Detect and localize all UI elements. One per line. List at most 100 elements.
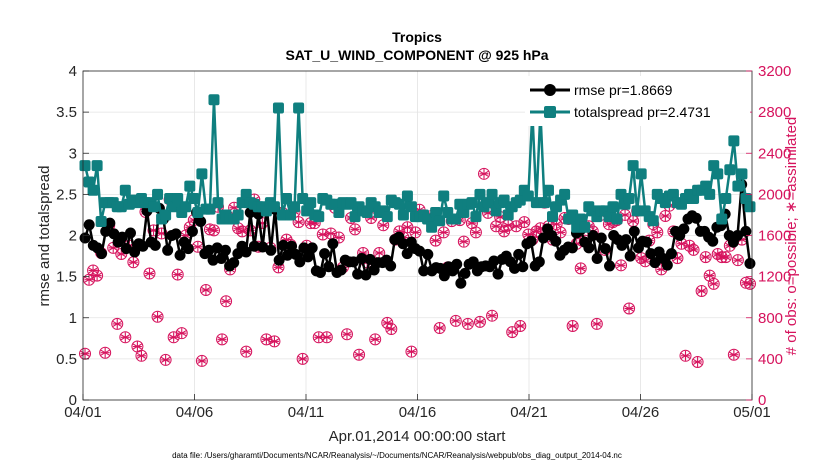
rmse-marker [149, 239, 161, 251]
obs-assimilated-marker [217, 334, 227, 345]
y-right-tick-label: 1600 [758, 228, 791, 245]
rmse-marker [137, 240, 149, 252]
obs-assimilated-marker [640, 256, 650, 267]
obs-possible-marker [719, 251, 732, 264]
totalspread-marker [486, 188, 498, 200]
y-tick-label: 1 [69, 310, 77, 327]
obs-possible-marker [574, 262, 587, 275]
y-right-tick-label: 800 [758, 310, 783, 327]
obs-possible-marker [514, 319, 527, 332]
obs-assimilated-marker [402, 222, 413, 233]
chart-subtitle: SAT_U_WIND_COMPONENT @ 925 hPa [285, 47, 548, 63]
obs-assimilated-marker [745, 278, 755, 289]
obs-possible-marker [119, 331, 132, 344]
obs-assimilated-marker [729, 349, 739, 360]
totalspread-marker [716, 213, 728, 225]
obs-assimilated-marker [733, 255, 743, 266]
y-tick-label: 0.5 [56, 351, 77, 368]
rmse-marker [488, 255, 500, 267]
obs-assimilated-marker [555, 227, 566, 238]
x-axis-label: Apr.01,2014 00:00:00 start [329, 428, 507, 445]
obs-possible-marker [405, 345, 418, 358]
rmse-marker [707, 235, 719, 247]
rmse-marker [360, 269, 372, 281]
x-tick-label: 04/11 [288, 404, 324, 421]
rmse-marker [294, 256, 306, 268]
obs-assimilated-marker [701, 252, 711, 263]
totalspread-marker [635, 168, 647, 180]
rmse-marker [319, 248, 331, 260]
rmse-marker [645, 248, 657, 260]
obs-assimilated-marker [628, 216, 638, 227]
rmse-marker [665, 248, 677, 260]
obs-assimilated-marker [652, 227, 662, 238]
rmse-marker [240, 246, 252, 258]
obs-possible-marker [449, 314, 462, 327]
obs-possible-marker [699, 251, 712, 264]
y-right-tick-label: 400 [758, 351, 783, 368]
rmse-marker [298, 242, 310, 254]
obs-possible-marker [683, 239, 696, 252]
obs-possible-marker [320, 331, 333, 344]
rmse-marker [550, 235, 562, 247]
x-tick-label: 04/06 [176, 404, 214, 421]
rmse-marker [281, 249, 293, 261]
totalspread-marker [152, 188, 164, 200]
rmse-marker [595, 232, 607, 244]
rmse-marker [649, 257, 661, 269]
obs-possible-marker [473, 315, 486, 328]
series-lines [79, 94, 756, 289]
rmse-marker [566, 242, 578, 254]
rmse-marker [207, 254, 219, 266]
obs-assimilated-marker [354, 349, 364, 360]
x-tick-label: 05/01 [733, 404, 771, 421]
obs-assimilated-marker [431, 235, 441, 246]
rmse-marker [364, 253, 376, 265]
rmse-marker [740, 225, 752, 237]
obs-assimilated-marker [378, 220, 388, 231]
obs-possible-marker [175, 327, 188, 340]
x-tick-label: 04/16 [399, 404, 437, 421]
obs-possible-marker [220, 295, 233, 308]
obs-assimilated-marker [568, 320, 578, 331]
rmse-marker [211, 242, 223, 254]
obs-assimilated-marker [100, 347, 110, 358]
obs-possible-marker [216, 333, 229, 346]
rmse-marker [219, 244, 231, 256]
rmse-marker [182, 243, 194, 255]
rmse-marker [451, 258, 463, 270]
y-tick-label: 2 [69, 228, 77, 245]
totalspread-marker [268, 201, 280, 213]
obs-possible-marker [623, 302, 636, 315]
rmse-marker [174, 249, 186, 261]
rmse-marker [170, 228, 182, 240]
rmse-marker [583, 242, 595, 254]
obs-possible-marker [477, 167, 490, 180]
totalspread-marker [313, 211, 325, 223]
totalspread-marker [188, 192, 200, 204]
rmse-marker [100, 225, 112, 237]
obs-possible-marker [292, 216, 305, 229]
obs-assimilated-marker [193, 241, 203, 252]
obs-possible-marker [151, 310, 164, 323]
totalspread-marker [232, 209, 244, 221]
obs-possible-marker [207, 224, 220, 237]
totalspread-marker [79, 160, 91, 172]
rmse-marker [356, 253, 368, 265]
obs-assimilated-marker [576, 263, 586, 274]
obs-assimilated-marker [92, 270, 102, 281]
rmse-marker [302, 251, 314, 263]
obs-possible-marker [240, 345, 253, 358]
obs-possible-marker [498, 225, 511, 238]
obs-possible-marker [332, 231, 345, 244]
obs-assimilated-marker [294, 217, 304, 228]
obs-possible-marker [437, 226, 450, 239]
obs-assimilated-marker [680, 350, 691, 361]
rmse-marker [286, 240, 298, 252]
totalspread-marker [704, 188, 716, 200]
totalspread-marker [547, 211, 559, 223]
y-axis-right-label: # of obs: o=possible; ∗=assimilated [783, 117, 800, 356]
obs-assimilated-marker [221, 296, 231, 307]
rmse-marker [517, 261, 529, 273]
rmse-marker [459, 267, 471, 279]
